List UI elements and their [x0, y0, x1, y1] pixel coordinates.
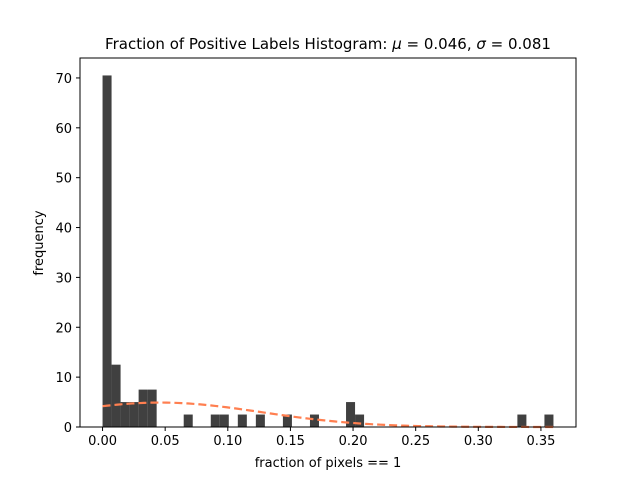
histogram-bar	[517, 414, 527, 427]
histogram-bar	[129, 402, 139, 427]
histogram-bar	[147, 389, 157, 427]
chart-title: Fraction of Positive Labels Histogram: μ…	[105, 35, 551, 53]
y-tick-label: 10	[55, 371, 72, 386]
histogram-bar	[255, 414, 265, 427]
x-tick-label: 0.25	[401, 434, 430, 449]
histogram-bar	[111, 364, 121, 427]
title-prefix: Fraction of Positive Labels Histogram	[105, 35, 382, 53]
histogram-bar	[544, 414, 554, 427]
x-tick-label: 0.10	[213, 434, 242, 449]
y-tick-label: 30	[55, 271, 72, 286]
y-tick-label: 0	[64, 421, 72, 436]
histogram-bar	[309, 414, 319, 427]
histogram-bar	[355, 414, 365, 427]
x-tick-label: 0.20	[339, 434, 368, 449]
normal-fit-curve	[102, 401, 554, 429]
histogram-bar	[282, 414, 292, 427]
y-tick-label: 50	[55, 172, 72, 187]
title-mu-symbol: μ	[391, 35, 402, 53]
x-axis-label: fraction of pixels == 1	[255, 456, 402, 471]
y-tick-label: 20	[55, 321, 72, 336]
x-tick-label: 0.15	[276, 434, 305, 449]
histogram-bar	[120, 402, 130, 427]
histogram-bar	[183, 414, 193, 427]
title-sigma-symbol: σ	[476, 35, 486, 53]
x-tick-label: 0.05	[151, 434, 180, 449]
histogram-bars	[102, 75, 554, 428]
histogram-bar	[102, 75, 112, 428]
y-tick-label: 60	[55, 122, 72, 137]
x-axis-ticks: 0.00 0.05 0.10 0.15 0.20 0.25 0.30 0.35	[88, 427, 555, 449]
title-mu-value: 0.046	[424, 35, 467, 53]
y-axis-label: frequency	[32, 210, 47, 276]
histogram-bar	[346, 402, 356, 427]
x-tick-label: 0.30	[464, 434, 493, 449]
histogram-bar	[138, 389, 148, 427]
histogram-bar	[219, 414, 229, 427]
x-tick-label: 0.00	[88, 434, 117, 449]
y-tick-label: 40	[55, 222, 72, 237]
y-axis-ticks: 0 10 20 30 40 50 60 70	[55, 72, 80, 436]
title-sigma-value: 0.081	[508, 35, 551, 53]
x-tick-label: 0.35	[526, 434, 555, 449]
histogram-bar	[210, 414, 220, 427]
histogram-bar	[237, 414, 247, 427]
y-tick-label: 70	[55, 72, 72, 87]
plot-frame	[79, 57, 577, 428]
